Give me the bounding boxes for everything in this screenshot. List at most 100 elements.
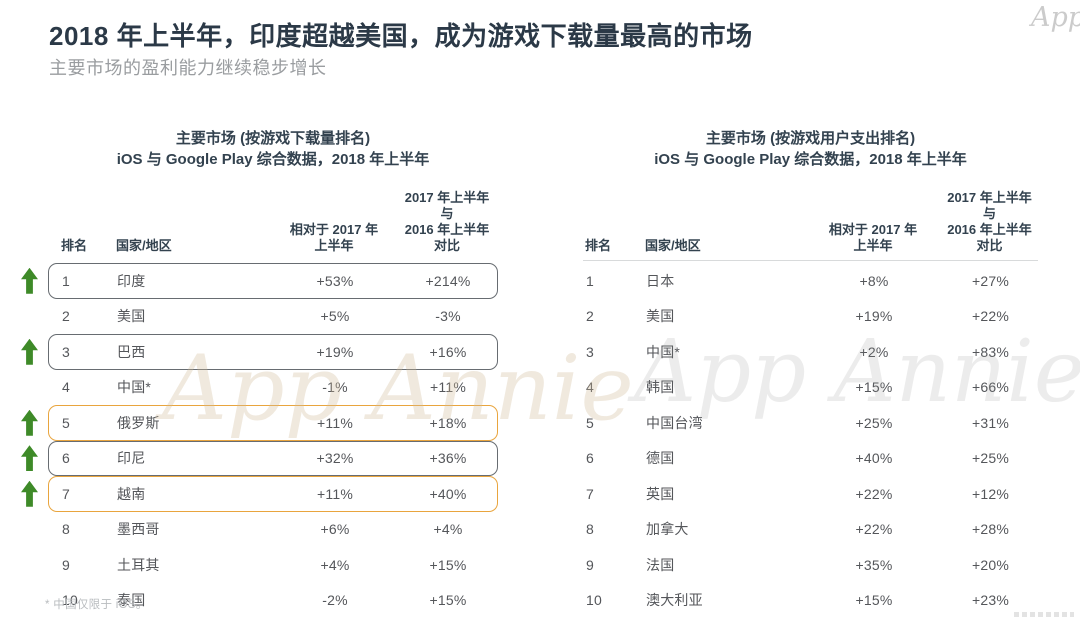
vs2016-header-line1: 2017 年上半年与 (404, 190, 490, 221)
country-cell: 中国台湾 (646, 414, 703, 431)
table-row: 1 印度 +53% +214% (21, 263, 498, 299)
vs2017-cell: +11% (317, 485, 353, 502)
table-row: 5 中国台湾 +25% +31% (583, 405, 1038, 441)
country-column-header: 国家/地区 (645, 238, 701, 253)
vs2016-cell: +15% (429, 592, 467, 609)
rank-cell: 2 (62, 308, 70, 325)
country-cell: 中国* (117, 379, 152, 396)
vs2016-column-header: 2017 年上半年与 2016 年上半年对比 (941, 190, 1038, 254)
rank-cell: 7 (586, 485, 594, 502)
vs2016-cell: +25% (972, 450, 1009, 467)
rank-cell: 10 (62, 592, 78, 609)
vs2016-cell: +23% (972, 592, 1009, 609)
country-cell: 越南 (117, 485, 146, 502)
rank-cell: 4 (586, 379, 594, 396)
vs2016-cell: +36% (429, 450, 467, 467)
vs2017-cell: +22% (855, 485, 893, 502)
app-annie-logo: App Annie (1031, 2, 1080, 33)
vs2017-cell: +15% (855, 592, 893, 609)
downloads-ranking-table: 主要市场 (按游戏下载量排名) iOS 与 Google Play 综合数据，2… (21, 128, 498, 619)
downloads-table-title: 主要市场 (按游戏下载量排名) iOS 与 Google Play 综合数据，2… (48, 128, 498, 170)
country-cell: 中国* (646, 343, 681, 360)
downloads-table-rows: 1 印度 +53% +214% 2 美国 +5% -3% 3 巴西 +19% +… (21, 263, 498, 619)
rank-cell: 7 (62, 485, 70, 502)
vs2016-cell: +18% (429, 414, 467, 431)
spend-table-title: 主要市场 (按游戏用户支出排名) iOS 与 Google Play 综合数据，… (583, 128, 1038, 170)
rank-cell: 3 (62, 343, 70, 360)
rank-up-arrow-icon (21, 267, 38, 294)
vs2017-cell: +22% (855, 521, 893, 538)
table-row: 8 加拿大 +22% +28% (583, 512, 1038, 548)
vs2017-header-line1: 相对于 2017 年 (289, 222, 379, 237)
table-row: 4 中国* -1% +11% (48, 370, 498, 406)
spend-table-header-row: 排名 国家/地区 相对于 2017 年 上半年 2017 年上半年与 2016 … (583, 190, 1038, 254)
vs2017-cell: +11% (317, 414, 353, 431)
vs2016-column-header: 2017 年上半年与 2016 年上半年对比 (399, 190, 495, 254)
vs2016-cell: +83% (972, 343, 1009, 360)
vs2016-cell: +40% (429, 485, 467, 502)
vs2017-column-header: 相对于 2017 年 上半年 (269, 222, 399, 254)
country-cell: 泰国 (117, 592, 146, 609)
country-cell: 墨西哥 (117, 521, 160, 538)
vs2017-cell: +2% (859, 343, 889, 360)
table-row: 9 法国 +35% +20% (583, 547, 1038, 583)
rank-cell: 5 (586, 414, 594, 431)
vs2017-header-line2: 上半年 (314, 238, 354, 253)
country-column-header: 国家/地区 (116, 238, 172, 253)
table-row: 10 泰国 -2% +15% (48, 583, 498, 619)
table-row: 4 韩国 +15% +66% (583, 370, 1038, 406)
page-subtitle: 主要市场的盈利能力继续稳步增长 (49, 58, 327, 78)
rank-cell: 3 (586, 343, 594, 360)
table-row: 8 墨西哥 +6% +4% (48, 512, 498, 548)
vs2017-header-line2: 上半年 (853, 238, 893, 253)
table-row: 2 美国 +5% -3% (48, 299, 498, 335)
vs2016-cell: +27% (972, 272, 1009, 289)
rank-cell: 8 (586, 521, 594, 538)
table-row: 6 德国 +40% +25% (583, 441, 1038, 477)
vs2017-cell: +32% (316, 450, 354, 467)
rank-column-header: 排名 (61, 238, 88, 253)
vs2017-cell: +40% (855, 450, 893, 467)
rank-cell: 8 (62, 521, 70, 538)
downloads-table-title-line1: 主要市场 (按游戏下载量排名) (175, 130, 371, 147)
vs2016-cell: +15% (429, 556, 467, 573)
table-row: 10 澳大利亚 +15% +23% (583, 583, 1038, 619)
vs2017-cell: +25% (855, 414, 893, 431)
vs2017-cell: +4% (320, 556, 350, 573)
vs2017-column-header: 相对于 2017 年 上半年 (805, 222, 941, 254)
page-title: 2018 年上半年，印度超越美国，成为游戏下载量最高的市场 (49, 21, 753, 51)
vs2016-cell: +28% (972, 521, 1009, 538)
country-cell: 日本 (646, 272, 675, 289)
rank-cell: 5 (62, 414, 70, 431)
vs2017-cell: -1% (322, 379, 348, 396)
downloads-table-header-row: 排名 国家/地区 相对于 2017 年 上半年 2017 年上半年与 2016 … (48, 190, 498, 254)
country-cell: 德国 (646, 450, 675, 467)
vs2016-cell: +20% (972, 556, 1009, 573)
country-cell: 加拿大 (646, 521, 689, 538)
footnote: * 中国仅限于 iOS。 (45, 599, 148, 611)
vs2016-header-line2: 2016 年上半年对比 (404, 222, 490, 253)
country-cell: 土耳其 (117, 556, 160, 573)
rank-up-arrow-icon (21, 445, 38, 472)
rank-column-header: 排名 (585, 238, 612, 253)
vs2017-cell: +35% (855, 556, 893, 573)
vs2016-cell: +31% (972, 414, 1009, 431)
vs2016-cell: +16% (429, 343, 467, 360)
vs2017-cell: +19% (316, 343, 354, 360)
table-row: 6 印尼 +32% +36% (21, 440, 498, 476)
vs2017-cell: +8% (859, 272, 889, 289)
vs2016-cell: +22% (972, 308, 1009, 325)
rank-cell: 4 (62, 379, 70, 396)
rank-up-arrow-icon (21, 409, 38, 436)
spend-table-title-line2: iOS 与 Google Play 综合数据，2018 年上半年 (654, 151, 967, 168)
rank-cell: 9 (62, 556, 70, 573)
table-row: 7 越南 +11% +40% (21, 476, 498, 512)
rank-cell: 6 (586, 450, 594, 467)
vs2016-cell: +66% (972, 379, 1009, 396)
table-row: 9 土耳其 +4% +15% (48, 547, 498, 583)
vs2016-cell: +4% (433, 521, 463, 538)
vs2017-cell: +6% (320, 521, 350, 538)
vs2016-cell: +11% (430, 379, 466, 396)
country-cell: 巴西 (117, 343, 146, 360)
